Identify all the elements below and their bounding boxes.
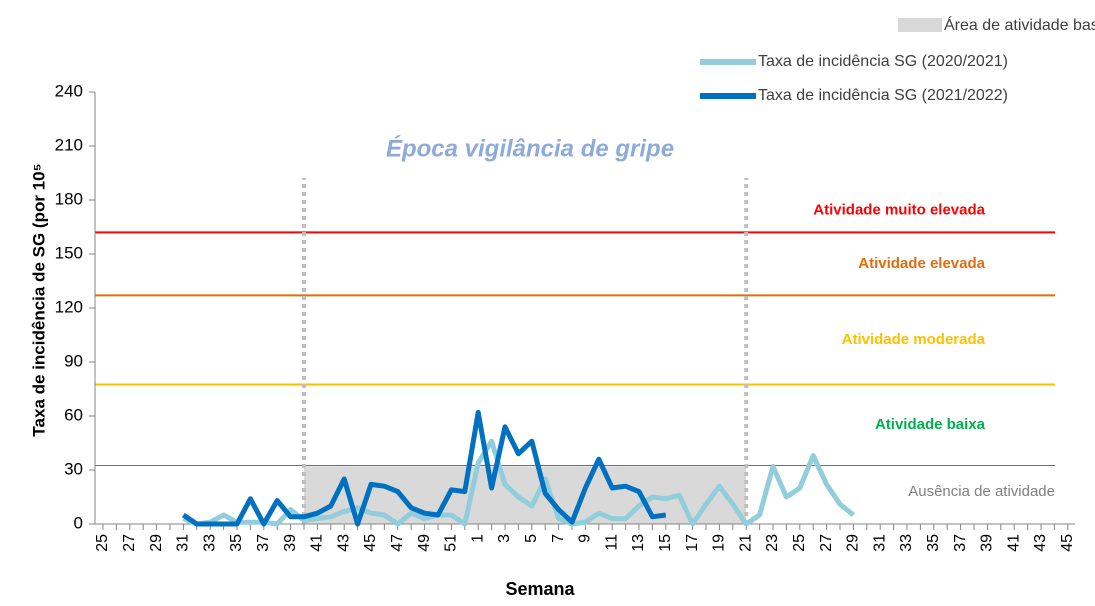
x-tick-label: 19 xyxy=(711,534,728,552)
x-tick-label: 15 xyxy=(657,534,674,552)
x-tick-label: 43 xyxy=(335,534,352,552)
x-tick-label: 35 xyxy=(228,534,245,552)
x-tick-label: 37 xyxy=(952,534,969,552)
y-tick-label: 0 xyxy=(74,513,83,532)
y-tick-label: 60 xyxy=(64,405,83,424)
x-tick-label: 29 xyxy=(148,534,165,552)
y-tick-label: 240 xyxy=(55,81,83,100)
x-tick-label: 49 xyxy=(416,534,433,552)
legend-label: Taxa de incidência SG (2020/2021) xyxy=(758,53,1008,70)
x-tick-label: 27 xyxy=(818,534,835,552)
x-tick-label: 31 xyxy=(871,534,888,552)
x-tick-label: 17 xyxy=(684,534,701,552)
series-line xyxy=(182,438,855,527)
y-axis-label: Taxa de incidência de SG (por 10⁵ xyxy=(29,163,48,436)
threshold-label: Atividade moderada xyxy=(842,331,986,348)
y-tick-label: 180 xyxy=(55,189,83,208)
x-tick-label: 45 xyxy=(362,534,379,552)
x-tick-label: 23 xyxy=(764,534,781,552)
x-tick-label: 3 xyxy=(496,534,513,543)
x-tick-label: 43 xyxy=(1032,534,1049,552)
x-tick-label: 39 xyxy=(282,534,299,552)
x-tick-label: 31 xyxy=(175,534,192,552)
x-tick-label: 45 xyxy=(1059,534,1076,552)
legend-label: Área de atividade basal xyxy=(944,15,1095,34)
x-tick-label: 1 xyxy=(469,534,486,543)
y-tick-label: 210 xyxy=(55,135,83,154)
x-tick-label: 25 xyxy=(94,534,111,552)
y-tick-label: 120 xyxy=(55,297,83,316)
x-tick-label: 29 xyxy=(845,534,862,552)
x-tick-label: 5 xyxy=(523,534,540,543)
x-tick-label: 41 xyxy=(309,534,326,552)
x-tick-label: 33 xyxy=(201,534,218,552)
x-tick-label: 7 xyxy=(550,534,567,543)
x-tick-label: 51 xyxy=(443,534,460,552)
threshold-label: Atividade elevada xyxy=(858,255,985,272)
y-tick-label: 30 xyxy=(64,459,83,478)
legend-swatch xyxy=(898,18,942,32)
x-tick-label: 21 xyxy=(737,534,754,552)
x-tick-label: 35 xyxy=(925,534,942,552)
threshold-label: Atividade muito elevada xyxy=(813,201,985,218)
x-tick-label: 41 xyxy=(1005,534,1022,552)
y-tick-label: 150 xyxy=(55,243,83,262)
x-tick-label: 37 xyxy=(255,534,272,552)
y-tick-label: 90 xyxy=(64,351,83,370)
threshold-label: Atividade baixa xyxy=(875,416,986,433)
x-axis-label: Semana xyxy=(505,579,575,599)
x-tick-label: 27 xyxy=(121,534,138,552)
x-tick-label: 39 xyxy=(979,534,996,552)
x-tick-label: 33 xyxy=(898,534,915,552)
annotation: Época vigilância de gripe xyxy=(386,134,674,162)
legend-label: Taxa de incidência SG (2021/2022) xyxy=(758,87,1008,104)
x-tick-label: 11 xyxy=(603,534,620,551)
x-tick-label: 13 xyxy=(630,534,647,552)
threshold-label: Ausência de atividade xyxy=(908,483,1055,500)
x-tick-label: 9 xyxy=(577,534,594,543)
x-tick-label: 47 xyxy=(389,534,406,552)
series-line xyxy=(182,409,667,527)
x-tick-label: 25 xyxy=(791,534,808,552)
